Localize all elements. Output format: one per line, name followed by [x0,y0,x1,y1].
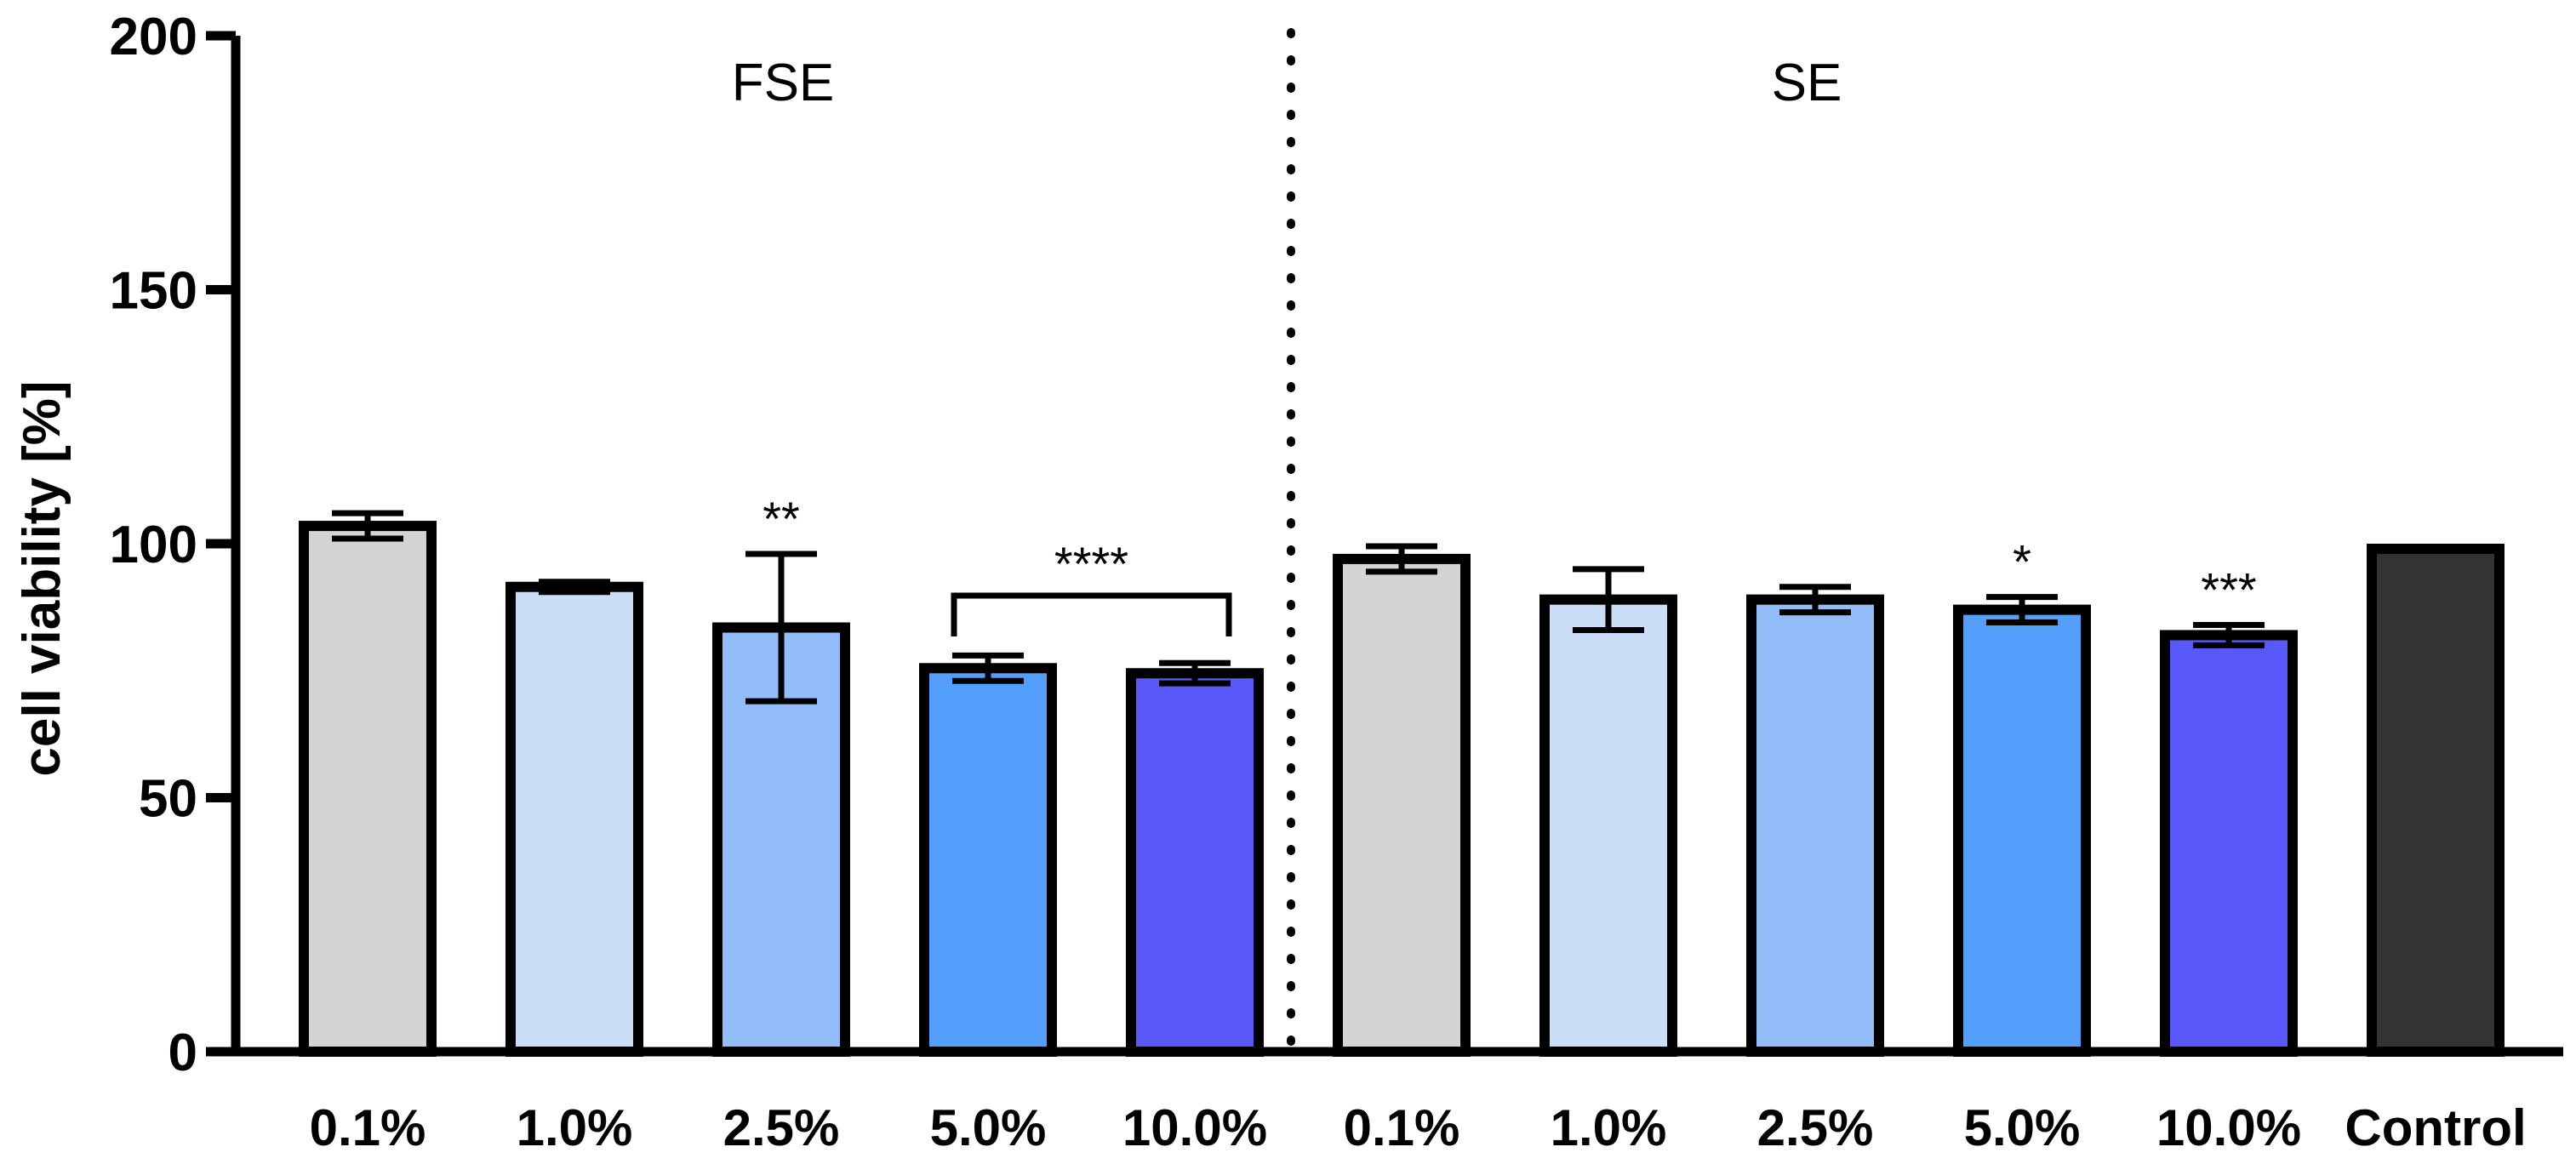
bracket-line [951,592,1232,636]
significance-mark: *** [2201,563,2256,617]
bracket-label: **** [1054,537,1128,591]
x-tick-label: 1.0% [517,1099,633,1156]
bar [1746,594,1884,1057]
x-tick-label: 5.0% [930,1099,1047,1156]
x-tick-label: 5.0% [1964,1099,2081,1156]
x-tick-label: 10.0% [1122,1099,1267,1156]
x-tick-label: 2.5% [1757,1099,1874,1156]
bar [2160,630,2298,1058]
bars [299,521,2505,1058]
y-axis-label: cell viability [%] [13,380,71,776]
bar [1333,553,1471,1057]
x-tick-label: 10.0% [2156,1099,2301,1156]
significance-marks: ****** [763,492,2256,617]
significance-bracket: **** [951,537,1232,636]
bar [505,581,643,1057]
x-tick-label: Control [2345,1099,2526,1156]
x-labels: 0.1% 1.0% 2.5% 5.0% 10.0% 0.1% 1.0% 2.5% 5.0% 10.… [310,1099,2527,1156]
bar [919,663,1057,1057]
significance-mark: ** [763,492,800,545]
bar [1539,594,1677,1057]
y-tick-label: 50 [139,770,197,829]
group-label-se: SE [1772,54,1842,112]
y-tick-label: 150 [110,262,197,321]
bar [299,521,437,1057]
y-ticks: 0 50 100 150 200 [110,8,236,1082]
bar [1953,604,2091,1057]
bar [1126,668,1264,1057]
bar [2367,543,2505,1057]
y-tick-label: 100 [110,516,197,574]
significance-mark: * [2013,535,2031,589]
group-label-fse: FSE [732,54,835,112]
error-bars [332,510,2265,705]
y-tick-label: 200 [110,8,197,66]
x-tick-label: 1.0% [1551,1099,1667,1156]
x-tick-label: 0.1% [1344,1099,1460,1156]
x-tick-label: 0.1% [310,1099,426,1156]
x-tick-label: 2.5% [723,1099,840,1156]
y-tick-label: 0 [168,1024,197,1082]
